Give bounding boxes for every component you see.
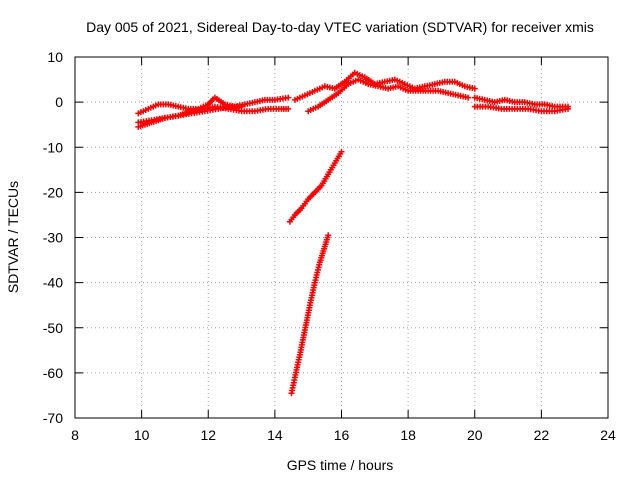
series-arc-3 [135,103,245,130]
series-markers [288,232,332,397]
series-markers [305,76,472,115]
y-tick-label: -30 [43,230,63,246]
series-markers [135,94,292,117]
x-tick-label: 20 [467,427,483,443]
x-tick-label: 18 [400,427,416,443]
y-tick-label: 0 [55,94,63,110]
series-arc-4 [291,69,478,103]
x-tick-label: 24 [600,427,616,443]
series-arc-8 [286,148,345,225]
chart-title: Day 005 of 2021, Sidereal Day-to-day VTE… [86,19,594,35]
series-markers [135,103,245,130]
x-tick-label: 22 [534,427,550,443]
series-markers [471,103,571,115]
data-series [135,69,571,397]
y-tick-label: -10 [43,139,63,155]
y-tick-label: -60 [43,365,63,381]
series-arc-9 [288,232,332,397]
series-arc-5 [305,76,472,115]
y-tick-label: -70 [43,410,63,426]
y-tick-label: -40 [43,275,63,291]
series-arc-1 [135,94,292,117]
x-tick-label: 12 [200,427,216,443]
y-tick-label: -20 [43,184,63,200]
series-markers [291,69,478,103]
x-tick-label: 10 [134,427,150,443]
series-markers [286,148,345,225]
x-tick-label: 8 [71,427,79,443]
y-tick-label: -50 [43,320,63,336]
series-arc-6 [471,94,571,110]
series-markers [471,94,571,110]
x-tick-label: 14 [267,427,283,443]
y-axis-label: SDTVAR / TECUs [5,181,21,293]
x-axis-label: GPS time / hours [287,457,394,473]
series-arc-7 [471,103,571,115]
axes: 8 10 12 14 16 18 20 22 24 -70 -60 -50 -40 -30 -20 -10 0 1… [43,49,616,443]
x-tick-label: 16 [334,427,350,443]
y-tick-label: 10 [47,49,63,65]
